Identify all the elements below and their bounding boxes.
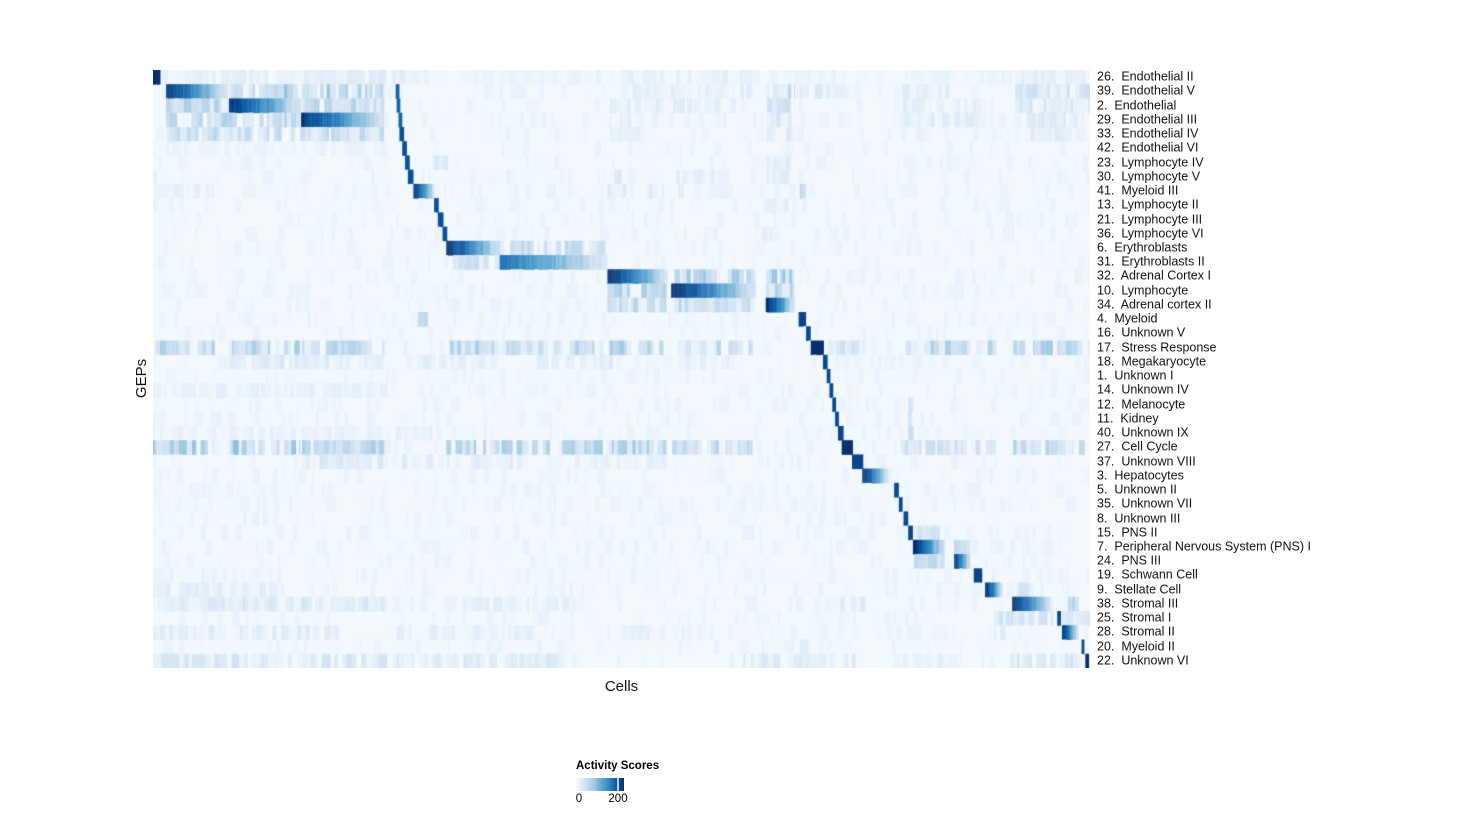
row-labels: 26. Endothelial II 39. Endothelial V 2. En…	[1097, 70, 1447, 668]
row-label: 2. Endothelial	[1097, 98, 1177, 113]
row-label: 29. Endothelial III	[1097, 112, 1198, 127]
row-label: 20. Myeloid II	[1097, 639, 1175, 654]
colorbar-title: Activity Scores	[576, 760, 660, 772]
row-label: 33. Endothelial IV	[1097, 126, 1199, 141]
row-label: 42. Endothelial VI	[1097, 140, 1199, 155]
row-label: 11. Kidney	[1097, 411, 1159, 426]
row-label: 17. Stress Response	[1097, 340, 1217, 355]
row-label: 13. Lymphocyte II	[1097, 197, 1199, 212]
row-label: 22. Unknown VI	[1097, 653, 1189, 668]
row-label: 16. Unknown V	[1097, 325, 1186, 340]
row-label: 21. Lymphocyte III	[1097, 212, 1203, 226]
row-label: 34. Adrenal cortex II	[1097, 297, 1212, 312]
row-label: 23. Lymphocyte IV	[1097, 155, 1204, 170]
colorbar-tick-mark	[617, 778, 619, 791]
row-label: 5. Unknown II	[1097, 482, 1177, 497]
colorbar-tick-0: 0	[575, 793, 583, 805]
row-label: 7. Peripheral Nervous System (PNS) I	[1097, 539, 1311, 554]
row-label: 38. Stromal III	[1097, 596, 1179, 611]
row-label: 26. Endothelial II	[1097, 69, 1194, 84]
row-label: 19. Schwann Cell	[1097, 567, 1198, 582]
row-label: 4. Myeloid	[1097, 311, 1158, 326]
row-label: 32. Adrenal Cortex I	[1097, 268, 1211, 283]
x-axis-label: Cells	[604, 678, 639, 695]
row-label: 1. Unknown I	[1097, 368, 1174, 383]
y-axis-label: GEPs	[133, 358, 151, 399]
row-label: 39. Endothelial V	[1097, 83, 1195, 98]
colorbar-gradient	[576, 778, 624, 791]
row-label: 12. Melanocyte	[1097, 397, 1186, 412]
row-label: 10. Lymphocyte	[1097, 283, 1189, 298]
colorbar-ticks: 0 200	[576, 793, 696, 807]
row-label: 6. Erythroblasts	[1097, 240, 1188, 255]
row-label: 40. Unknown IX	[1097, 425, 1189, 440]
row-label: 35. Unknown VII	[1097, 496, 1193, 511]
heatmap-canvas	[153, 70, 1090, 668]
row-label: 18. Megakaryocyte	[1097, 354, 1207, 369]
row-label: 24. PNS III	[1097, 553, 1161, 568]
row-label: 41. Myeloid III	[1097, 183, 1179, 198]
colorbar-tick-200: 200	[608, 793, 628, 805]
row-label: 31. Erythroblasts II	[1097, 254, 1205, 269]
row-label: 37. Unknown VIII	[1097, 454, 1196, 469]
row-label: 30. Lymphocyte V	[1097, 169, 1201, 184]
row-label: 14. Unknown IV	[1097, 382, 1189, 397]
row-label: 28. Stromal II	[1097, 624, 1175, 639]
row-label: 8. Unknown III	[1097, 511, 1181, 525]
row-label: 9. Stellate Cell	[1097, 582, 1182, 597]
row-label: 27. Cell Cycle	[1097, 439, 1178, 454]
row-label: 3. Hepatocytes	[1097, 468, 1184, 483]
colorbar-legend: Activity Scores 0 200	[576, 760, 696, 810]
row-label: 25. Stromal I	[1097, 610, 1172, 625]
row-label: 36. Lymphocyte VI	[1097, 226, 1204, 241]
row-label: 15. PNS II	[1097, 525, 1158, 540]
